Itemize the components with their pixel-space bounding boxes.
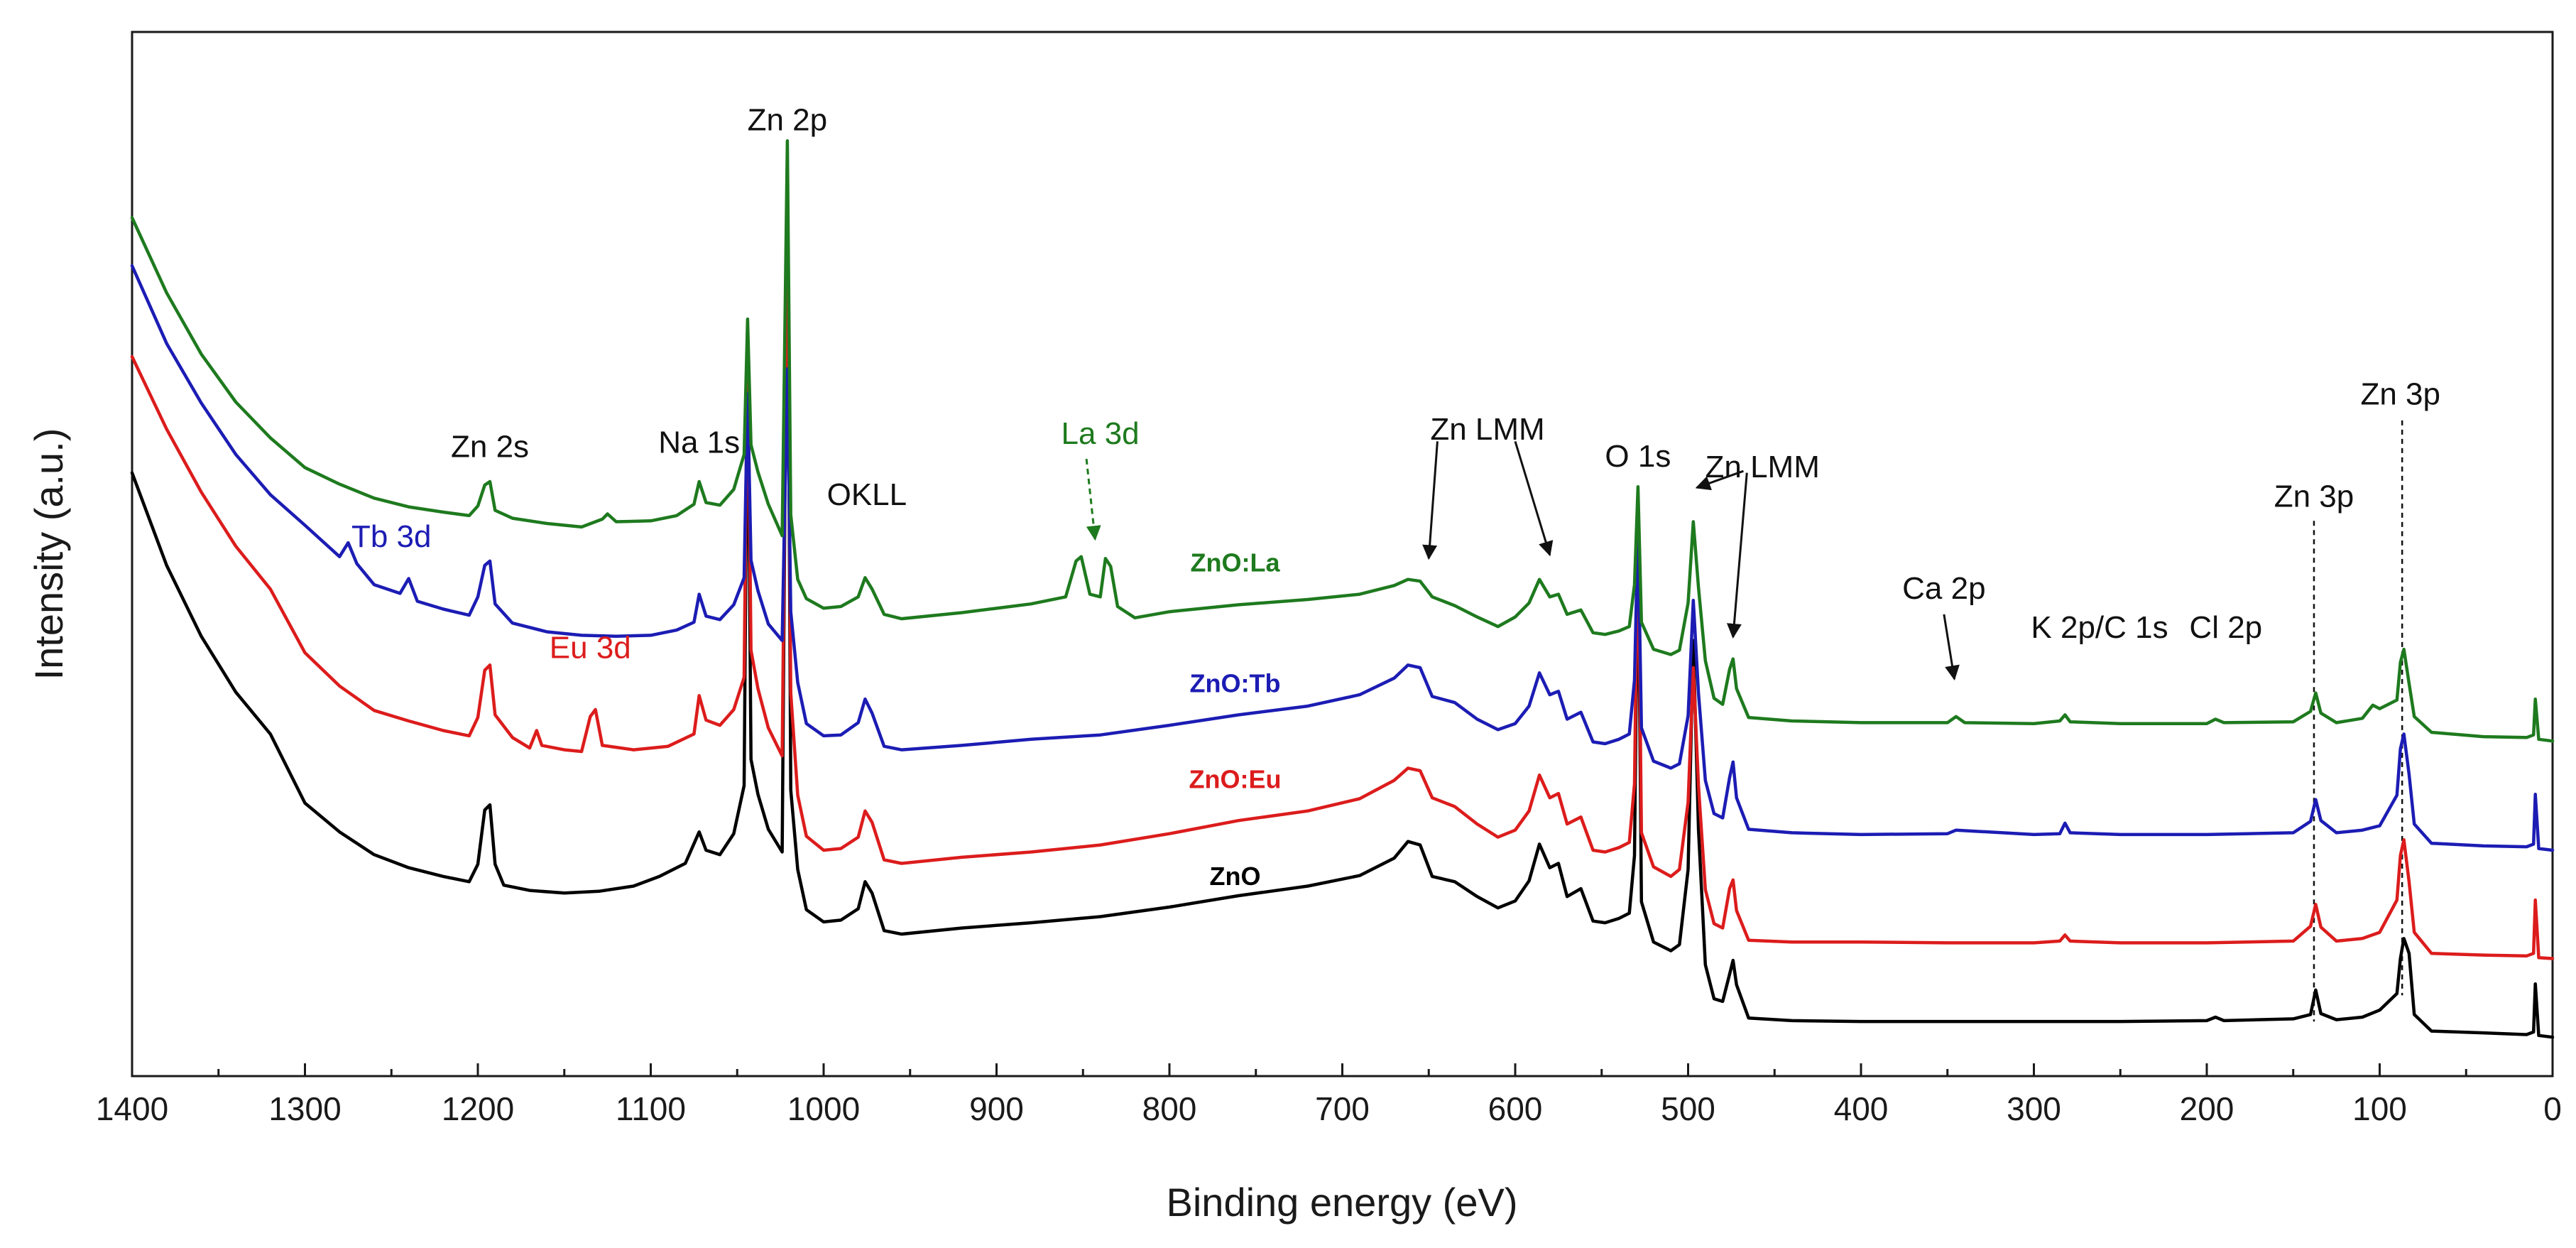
annotation-eu-3d: Eu 3d [550, 630, 631, 665]
annotation-arrow [1422, 441, 1439, 560]
series-label-zno-la: ZnO:La [1191, 548, 1281, 577]
series-line-zno-eu [130, 235, 2555, 960]
annotation-arrow [1695, 470, 1744, 491]
x-tick-label: 500 [1661, 1090, 1715, 1127]
annotation-arrow [1943, 614, 1960, 681]
x-tick-label: 900 [969, 1090, 1024, 1127]
annotation-zn-3p: Zn 3p [2274, 479, 2354, 514]
y-axis-title: Intensity (a.u.) [26, 428, 71, 680]
x-tick-label: 1100 [616, 1090, 686, 1127]
x-tick-label: 800 [1142, 1090, 1197, 1127]
annotation-arrow [1726, 472, 1748, 639]
series-line-zno [130, 182, 2555, 1039]
x-tick-label: 1200 [442, 1090, 514, 1127]
x-tick-label: 400 [1834, 1090, 1889, 1127]
annotation-zn-2s: Zn 2s [451, 430, 529, 465]
series-line-zno-tb [130, 264, 2555, 852]
annotation-zn-lmm: Zn LMM [1430, 412, 1544, 447]
x-tick-label: 1000 [787, 1090, 860, 1127]
annotation-zn-2p: Zn 2p [748, 103, 828, 138]
annotation-tb-3d: Tb 3d [351, 519, 432, 554]
x-tick-label: 0 [2543, 1090, 2562, 1127]
peak-annotations: Zn 2p Zn 2s Na 1s OKLL La 3d Tb 3d Eu 3d Zn LMM… [351, 103, 2440, 681]
x-axis-title: Binding energy (eV) [1167, 1180, 1518, 1225]
x-tick-label: 1400 [96, 1090, 168, 1127]
series-line-zno-la [130, 139, 2555, 743]
series-label-zno: ZnO [1210, 862, 1261, 891]
x-tick-label: 1300 [268, 1090, 341, 1127]
annotation-o-1s: O 1s [1605, 439, 1671, 474]
annotation-arrow [1514, 440, 1554, 557]
x-tick-label: 700 [1315, 1090, 1370, 1127]
x-tick-label: 300 [2007, 1090, 2061, 1127]
annotation-na-1s: Na 1s [658, 425, 740, 460]
x-tick-label: 100 [2352, 1090, 2407, 1127]
annotation-k-2p-c-1s: K 2p/C 1s [2031, 610, 2168, 645]
series-labels: ZnO:La ZnO:Tb ZnO:Eu ZnO [1189, 548, 1282, 891]
series-label-zno-tb: ZnO:Tb [1190, 668, 1281, 698]
x-tick-label: 200 [2180, 1090, 2234, 1127]
annotation-ca-2p: Ca 2p [1902, 571, 1985, 606]
x-tick-label: 600 [1488, 1090, 1543, 1127]
plot-frame [131, 31, 2554, 1078]
annotation-la-3d: La 3d [1061, 416, 1140, 451]
guide-lines [2313, 420, 2403, 1022]
annotation-arrow [1085, 458, 1101, 541]
series-label-zno-eu: ZnO:Eu [1189, 765, 1282, 794]
x-axis: 1400 1300 1200 1100 1000 900 800 700 600 500 400 30… [96, 1063, 2562, 1127]
annotation-cl-2p: Cl 2p [2189, 610, 2262, 645]
annotation-zn-3p: Zn 3p [2360, 377, 2440, 412]
series-layer [130, 139, 2555, 1039]
annotation-okll: OKLL [827, 477, 907, 512]
